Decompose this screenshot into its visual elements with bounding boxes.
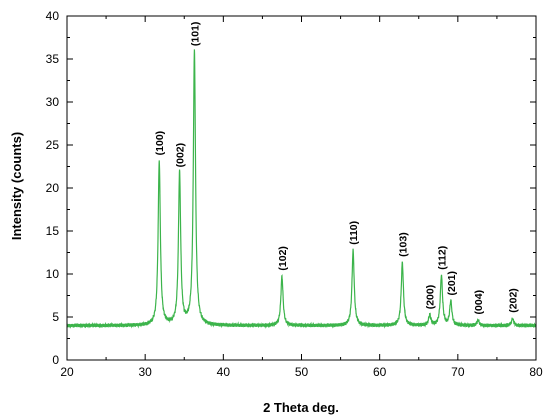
x-tick-label: 80 bbox=[529, 365, 543, 379]
y-tick-label: 25 bbox=[46, 138, 60, 152]
peak-label: (100) bbox=[154, 131, 166, 156]
x-tick-label: 40 bbox=[217, 365, 231, 379]
series-layer bbox=[66, 49, 537, 329]
y-tick-label: 35 bbox=[46, 52, 60, 66]
x-tick-label: 70 bbox=[451, 365, 465, 379]
peak-label: (200) bbox=[425, 285, 437, 310]
peak-label: (110) bbox=[348, 221, 360, 245]
x-tick-label: 30 bbox=[138, 365, 152, 379]
y-tick-label: 20 bbox=[46, 181, 60, 195]
y-tick-label: 10 bbox=[46, 267, 60, 281]
y-tick-label: 40 bbox=[46, 9, 60, 23]
peak-labels-layer: (100) (002) (101) (102) (110) (103) (200) (112)… bbox=[154, 22, 519, 315]
y-tick-label: 30 bbox=[46, 95, 60, 109]
y-tick-label: 5 bbox=[52, 310, 59, 324]
peak-label: (201) bbox=[446, 271, 458, 296]
x-tick-label: 20 bbox=[60, 365, 74, 379]
peak-label: (202) bbox=[508, 288, 520, 313]
peak-label: (002) bbox=[175, 143, 187, 168]
ticks-layer: 20 30 40 50 60 70 80 0 5 10 15 20 25 30 35 40 bbox=[46, 9, 543, 379]
peak-label: (102) bbox=[277, 246, 289, 271]
series-line bbox=[66, 49, 537, 329]
peak-label: (101) bbox=[189, 22, 201, 47]
x-axis-title: 2 Theta deg. bbox=[263, 400, 339, 415]
peak-label: (103) bbox=[397, 232, 409, 257]
x-tick-label: 50 bbox=[295, 365, 309, 379]
peak-label: (004) bbox=[473, 290, 485, 315]
y-tick-label: 0 bbox=[52, 353, 59, 367]
x-tick-label: 60 bbox=[373, 365, 387, 379]
y-axis-title: Intensity (counts) bbox=[9, 132, 24, 240]
peak-label: (112) bbox=[436, 246, 448, 270]
y-tick-label: 15 bbox=[46, 224, 60, 238]
